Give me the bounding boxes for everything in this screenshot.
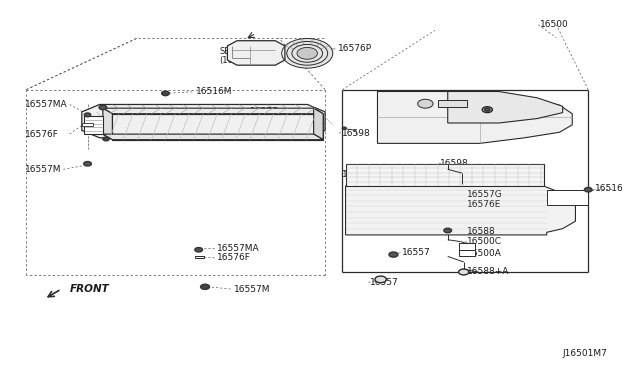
Text: 16557M: 16557M [234, 285, 270, 294]
Text: 16576E: 16576E [467, 200, 501, 209]
Circle shape [584, 187, 592, 192]
Circle shape [282, 38, 333, 68]
Circle shape [84, 113, 91, 117]
Circle shape [84, 161, 92, 166]
Text: 16557MA: 16557MA [216, 244, 259, 253]
Circle shape [99, 105, 107, 110]
Polygon shape [314, 108, 323, 140]
Text: J16501M7: J16501M7 [563, 349, 607, 358]
Polygon shape [438, 100, 467, 108]
Text: 08360-41225: 08360-41225 [476, 105, 532, 114]
Polygon shape [378, 92, 572, 143]
Polygon shape [448, 92, 563, 123]
Circle shape [389, 252, 398, 257]
Text: 16557: 16557 [402, 248, 431, 257]
Text: 16557MA: 16557MA [25, 100, 68, 109]
Polygon shape [227, 41, 285, 65]
Text: 16500: 16500 [540, 20, 569, 29]
Circle shape [375, 276, 387, 283]
Polygon shape [547, 190, 588, 205]
Text: 16576F: 16576F [216, 253, 250, 262]
Text: 22680X: 22680X [419, 93, 454, 102]
Polygon shape [103, 108, 323, 114]
Polygon shape [113, 114, 323, 140]
Text: 16576P: 16576P [338, 44, 372, 53]
Text: 16516M: 16516M [195, 87, 232, 96]
Text: (16298M): (16298M) [219, 56, 259, 65]
Circle shape [297, 47, 317, 59]
Text: 16576F: 16576F [25, 129, 59, 139]
Circle shape [484, 108, 490, 111]
Bar [346, 164, 543, 186]
Text: 16516: 16516 [595, 185, 623, 193]
Text: 16577: 16577 [250, 108, 278, 116]
Polygon shape [82, 105, 325, 138]
Polygon shape [195, 256, 204, 258]
Circle shape [444, 228, 452, 233]
Text: 16588: 16588 [467, 227, 495, 236]
Circle shape [342, 127, 346, 129]
Text: 16598: 16598 [440, 158, 469, 167]
Circle shape [103, 137, 109, 141]
Text: 16546: 16546 [342, 170, 371, 179]
Circle shape [482, 107, 492, 113]
Circle shape [418, 99, 433, 108]
Polygon shape [460, 250, 474, 256]
Circle shape [200, 284, 209, 289]
Polygon shape [460, 243, 474, 250]
Circle shape [459, 269, 468, 275]
Text: 16598: 16598 [342, 129, 371, 138]
Polygon shape [103, 108, 113, 140]
Text: 16500C: 16500C [467, 237, 502, 246]
Text: FRONT: FRONT [70, 284, 109, 294]
Text: SEC.163: SEC.163 [219, 47, 254, 56]
Text: 16557M: 16557M [25, 165, 61, 174]
Polygon shape [84, 116, 103, 134]
Circle shape [195, 247, 202, 252]
Polygon shape [346, 186, 575, 235]
Text: 16557: 16557 [370, 278, 399, 287]
Text: 16557G: 16557G [467, 190, 502, 199]
Polygon shape [83, 123, 93, 126]
Circle shape [162, 91, 170, 96]
Text: 16588+A: 16588+A [467, 267, 509, 276]
Polygon shape [103, 134, 323, 140]
Text: 16500A: 16500A [467, 249, 502, 258]
